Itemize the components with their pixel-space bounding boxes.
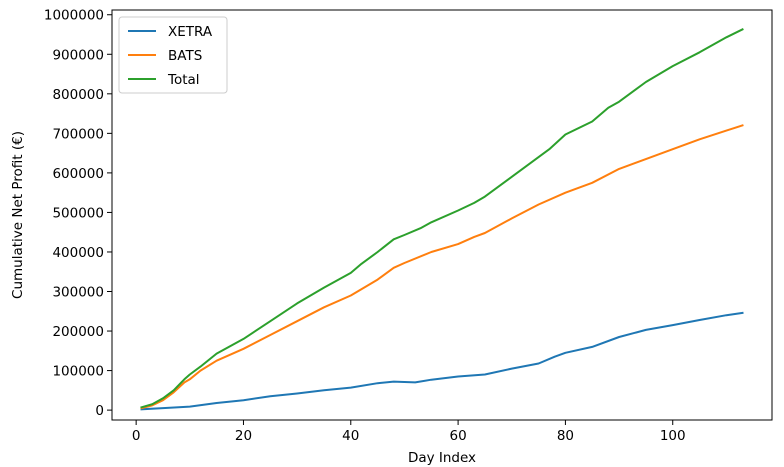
x-axis: 0 20 40 60 80 100 [132,420,686,444]
x-tick-label: 20 [235,428,252,444]
y-tick-label: 500000 [52,205,104,221]
y-tick-label: 100000 [52,364,104,380]
y-tick-label: 1000000 [44,8,104,24]
x-tick-label: 60 [450,428,467,444]
series-line-bats [140,124,744,410]
plot-frame [111,9,773,421]
y-tick-label: 300000 [52,285,104,301]
y-axis-label: Cumulative Net Profit (€) [10,131,26,299]
y-tick-label: 900000 [52,47,104,63]
x-axis-label: Day Index [408,450,476,466]
legend-label-xetra: XETRA [168,24,213,40]
x-tick-label: 80 [557,428,574,444]
legend-label-total: Total [167,72,200,88]
y-tick-label: 0 [95,403,104,419]
y-tick-label: 200000 [52,324,104,340]
y-tick-label: 800000 [52,87,104,103]
y-axis: 0 100000 200000 300000 400000 500000 600000 700… [44,8,112,419]
x-tick-label: 100 [660,428,686,444]
y-tick-label: 400000 [52,245,104,261]
series-line-xetra [140,311,744,411]
series-layer [140,28,744,411]
legend-box [118,16,228,94]
y-tick-label: 700000 [52,126,104,142]
x-tick-label: 0 [132,428,141,444]
series-line-total [140,28,744,409]
legend: XETRA BATS Total [118,16,228,94]
legend-label-bats: BATS [168,48,202,64]
x-tick-label: 40 [342,428,359,444]
y-tick-label: 600000 [52,166,104,182]
